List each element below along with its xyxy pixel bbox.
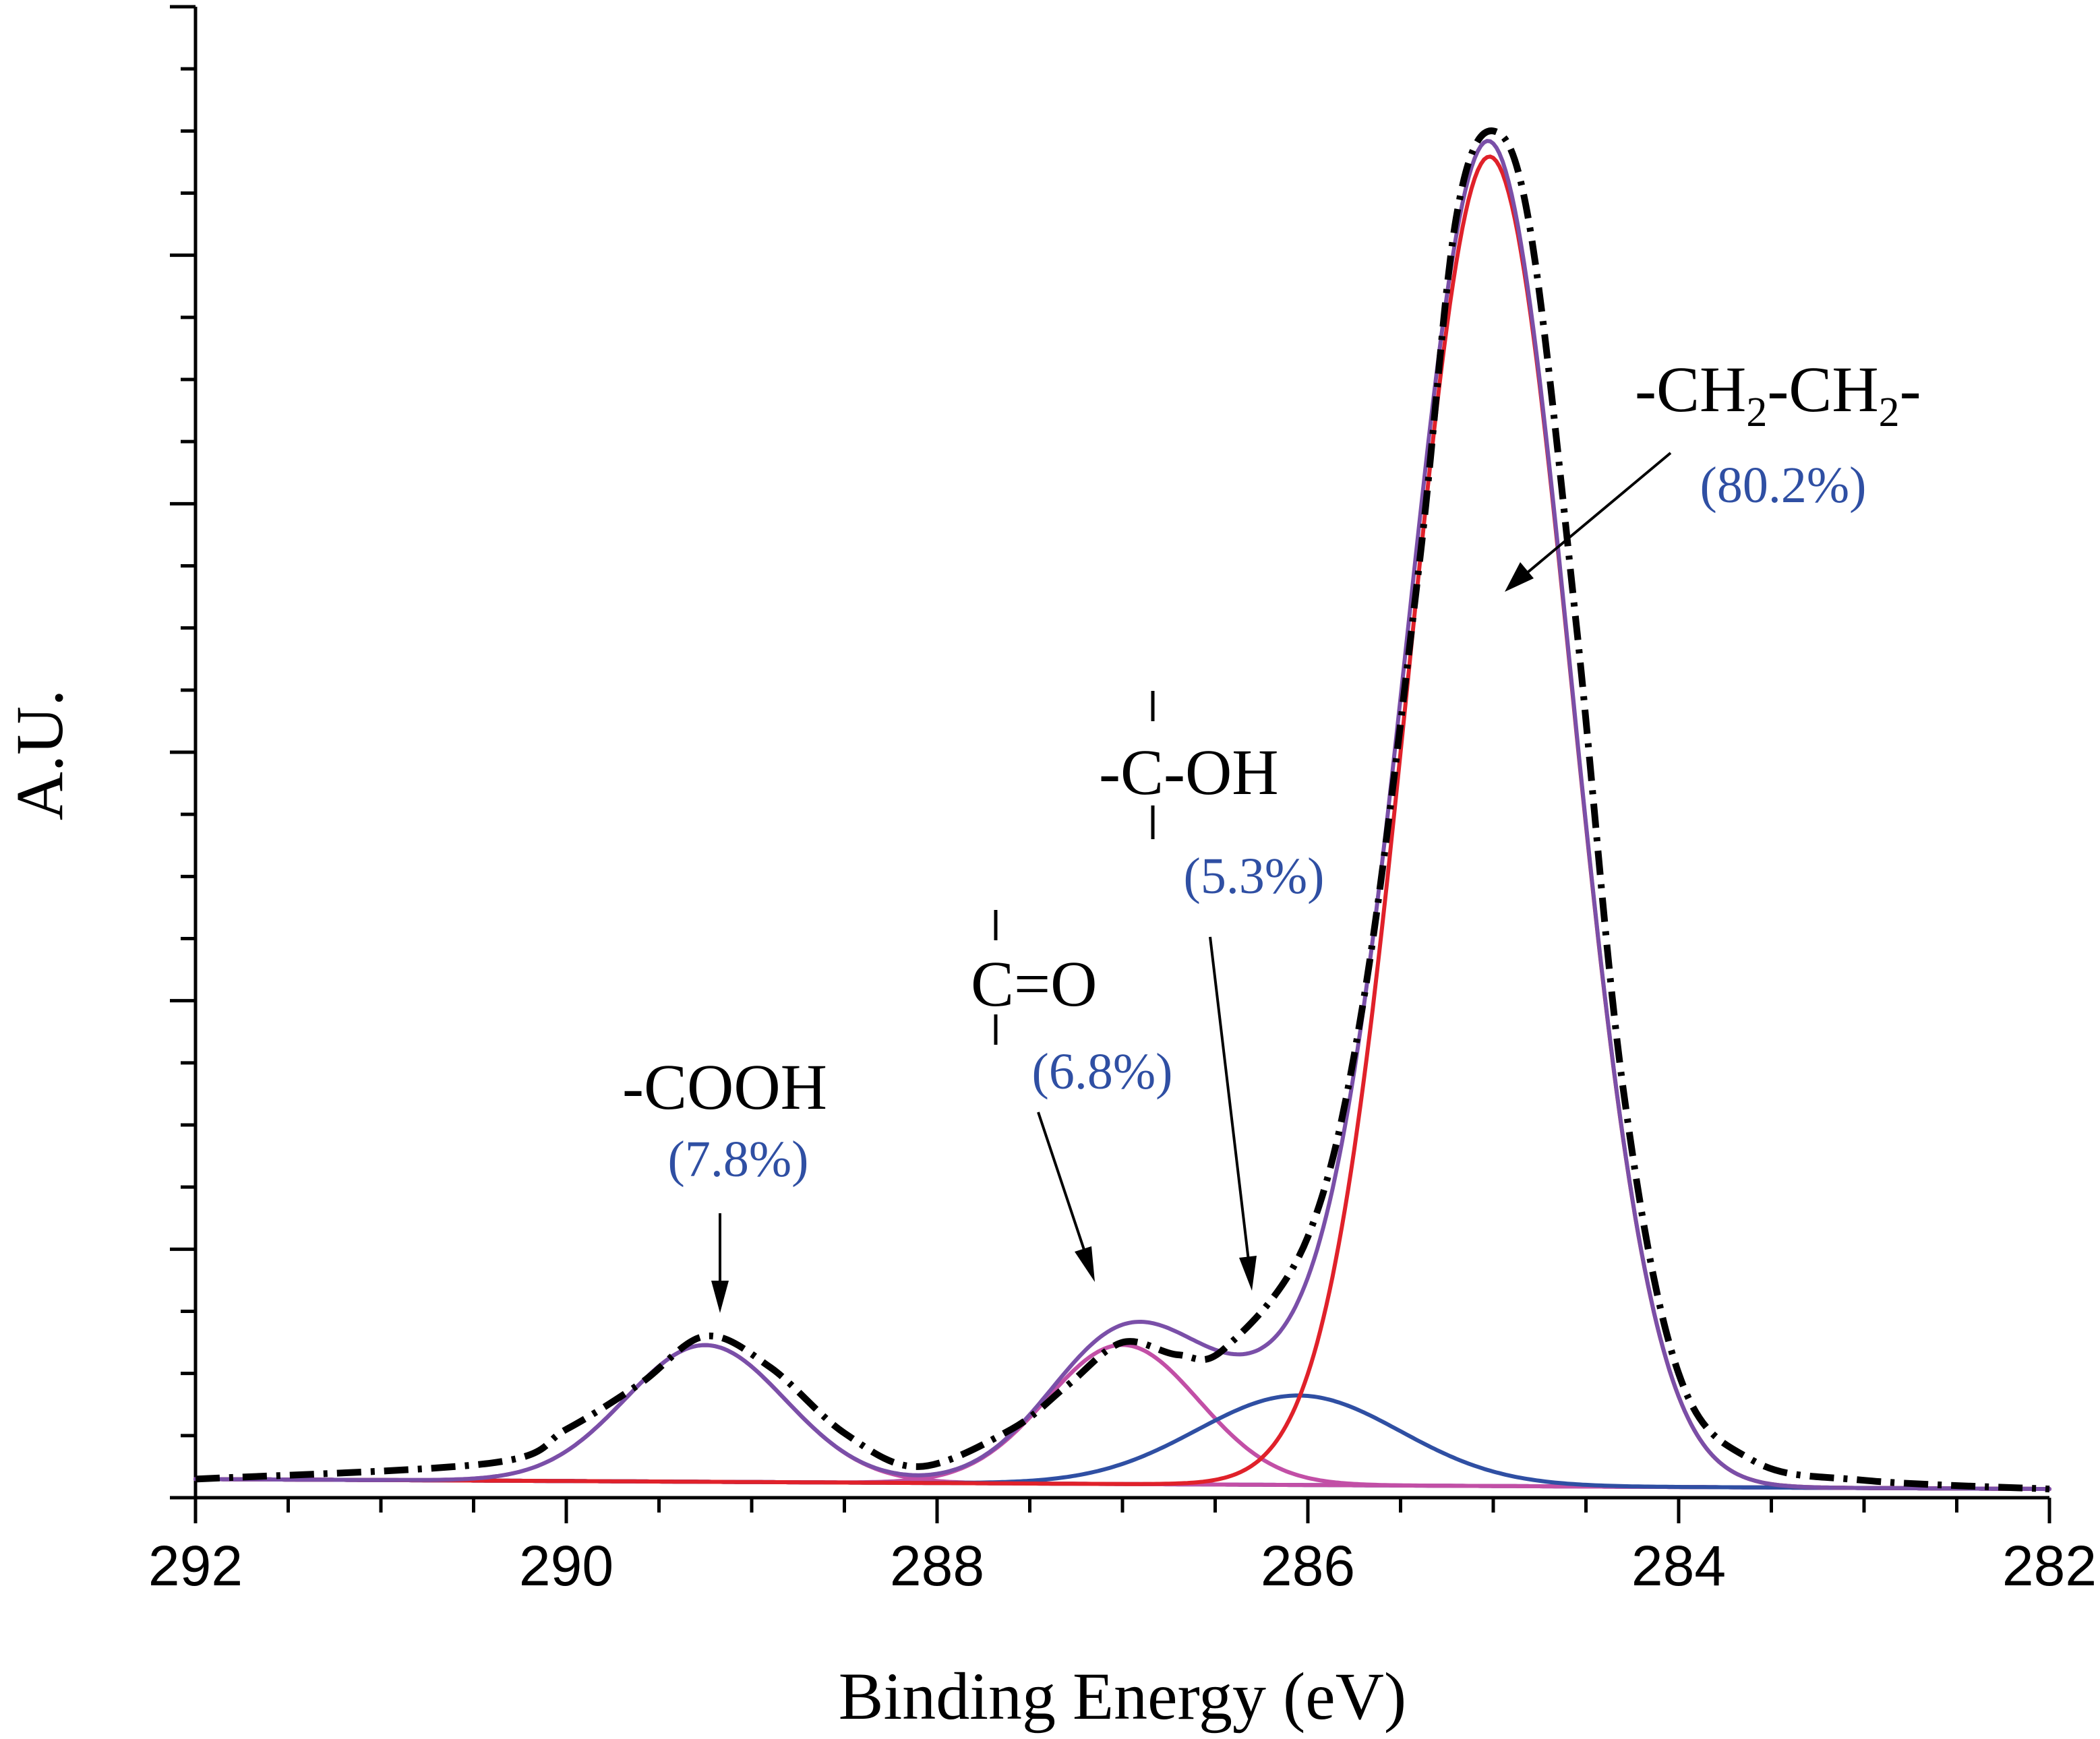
ch-label-part3: - (1900, 353, 1921, 425)
x-tick-label: 288 (890, 1534, 984, 1597)
ch-label-sub1: 2 (1746, 390, 1767, 435)
ch-arrow-line (1526, 452, 1672, 574)
cooh-arrow-head (711, 1281, 729, 1313)
annotation-labels: -COOH (7.8%) C=O (6.8%) -C-OH (5.3%) -CH… (622, 353, 1921, 1188)
cooh-percent: (7.8%) (668, 1131, 809, 1188)
co-label: C=O (971, 948, 1098, 1020)
co-arrow-line (1037, 1111, 1087, 1254)
annotation-arrows (711, 452, 1672, 1313)
x-tick-label: 290 (519, 1534, 613, 1597)
x-tick-label: 292 (148, 1534, 243, 1597)
coh-arrow-line (1209, 936, 1250, 1261)
ch-label: -CH2-CH2- (1635, 353, 1921, 435)
ch-label-part1: -CH (1635, 353, 1746, 425)
series (193, 127, 2051, 1493)
x-ticks: 292 290 288 286 284 282 (148, 1498, 2097, 1597)
component-c-oh-line (193, 1393, 2051, 1492)
ch-label-part2: -CH (1767, 353, 1878, 425)
coh-percent: (5.3%) (1184, 848, 1325, 905)
coh-label: -C-OH (1099, 736, 1279, 808)
cooh-label: -COOH (622, 1051, 827, 1123)
co-arrow-head (1075, 1246, 1095, 1282)
x-tick-label: 284 (1631, 1534, 1726, 1597)
measured-envelope-line (195, 127, 2050, 1493)
y-axis-title: A.U. (2, 690, 77, 820)
ch-arrow-head (1505, 562, 1534, 592)
ch-label-sub2: 2 (1879, 390, 1900, 435)
co-percent: (6.8%) (1032, 1043, 1173, 1100)
y-ticks (170, 5, 196, 1500)
fit-sum-line (193, 139, 2051, 1492)
x-axis-title: Binding Energy (eV) (839, 1659, 1406, 1734)
ch-percent: (80.2%) (1700, 457, 1867, 514)
x-tick-label: 286 (1261, 1534, 1355, 1597)
coh-arrow-head (1239, 1256, 1257, 1291)
x-tick-label: 282 (2002, 1534, 2097, 1597)
